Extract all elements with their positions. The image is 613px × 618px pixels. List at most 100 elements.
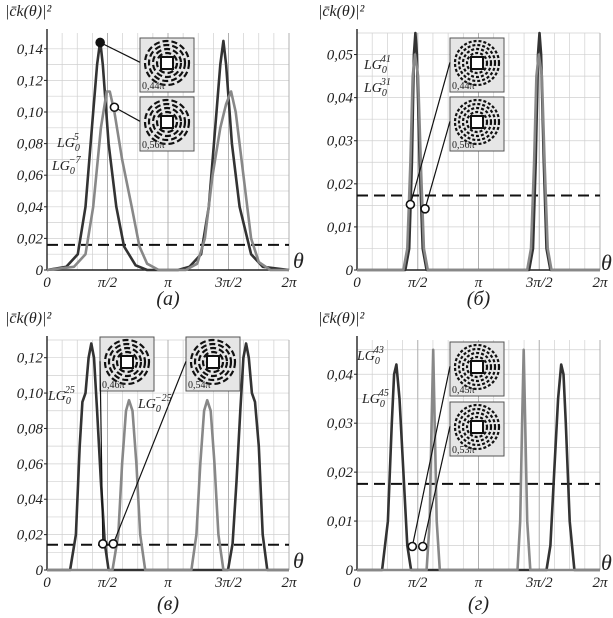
- pointer-line: [422, 426, 451, 547]
- series-line-2: [357, 348, 600, 572]
- inset-pattern-ring: [103, 338, 151, 386]
- pointer-line: [409, 62, 451, 205]
- x-tick-label: π: [164, 275, 172, 291]
- y-tick-label: 0,01: [327, 220, 353, 236]
- x-axis-label: θ: [293, 248, 304, 273]
- pointer-line: [114, 106, 141, 122]
- inset-pattern-core: [470, 360, 484, 374]
- inset-caption: 0,46π: [102, 380, 125, 391]
- y-tick-label: 0,03: [327, 134, 353, 150]
- pointer-line: [99, 41, 141, 63]
- x-tick-label: π: [475, 575, 483, 591]
- y-tick-label: 0,05: [327, 48, 354, 64]
- marker-circle: [108, 539, 119, 549]
- x-tick-label: π/2: [408, 275, 428, 291]
- inset-pattern-ring: [465, 110, 489, 134]
- inset-image-1: 0,46π: [99, 336, 155, 392]
- chart-panel-2: 0 0,01 0,02 0,03 0,04 0,05 0 π/2 π 3π/2 2π 0,44π 0,5…: [318, 3, 612, 310]
- panel-label: (б): [467, 288, 491, 310]
- x-tick-label: 0: [43, 275, 51, 291]
- inset-pattern-ring: [461, 47, 493, 79]
- inset-pattern-core: [160, 56, 174, 70]
- x-tick-label: 3π/2: [525, 275, 553, 291]
- inset-caption: 0,44π: [142, 81, 165, 92]
- inset-pattern-ring: [457, 43, 497, 83]
- y-tick-label: 0,12: [17, 73, 44, 89]
- inset-caption: 0,53π: [452, 445, 475, 456]
- inset-image-2: 0,53π: [449, 401, 505, 457]
- inset-pattern-core: [120, 355, 134, 369]
- x-tick-label: 2π: [281, 575, 297, 591]
- x-axis-label: θ: [601, 550, 612, 575]
- series-annotation: LG043: [356, 345, 384, 367]
- inset-pattern-ring: [465, 415, 489, 439]
- y-tick-label: 0,12: [17, 351, 44, 367]
- inset-pattern-ring: [143, 39, 191, 87]
- y-tick-label: 0,02: [17, 231, 44, 247]
- x-tick-label: 2π: [281, 275, 297, 291]
- inset-pattern-core: [470, 56, 484, 70]
- x-tick-label: 3π/2: [214, 275, 242, 291]
- y-tick-label: 0,04: [327, 367, 354, 383]
- inset-pattern-ring: [115, 350, 139, 374]
- series-annotation: LG031: [363, 77, 391, 99]
- x-axis-label: θ: [293, 548, 304, 573]
- inset-image-1: 0,44π: [449, 37, 505, 93]
- series-annotation: LG0−7: [51, 155, 82, 177]
- inset-caption: 0,56π: [142, 140, 165, 151]
- x-tick-label: 3π/2: [525, 575, 553, 591]
- inset-pattern-ring: [453, 343, 501, 391]
- inset-image-1: 0,44π: [139, 37, 195, 93]
- y-axis-label: |c̄k(θ)|²: [318, 3, 366, 20]
- marker-circle: [109, 102, 120, 113]
- inset-pattern-ring: [461, 411, 493, 443]
- y-tick-label: 0,10: [17, 386, 44, 402]
- inset-pattern-ring: [155, 110, 179, 134]
- panel-label: (а): [156, 288, 180, 310]
- x-tick-label: π/2: [408, 575, 428, 591]
- y-tick-label: 0,06: [17, 168, 44, 184]
- inset-image-1: 0,45π: [449, 341, 505, 397]
- x-tick-label: 0: [353, 575, 361, 591]
- chart-panel-3: 0 0,02 0,04 0,06 0,08 0,10 0,12 0 π/2 π 3π/2 2π 0,46…: [5, 310, 304, 615]
- y-axis-label: |c̄k(θ)|²: [5, 3, 53, 20]
- series-annotation: LG0−25: [137, 393, 172, 415]
- y-tick-label: 0: [346, 263, 354, 279]
- y-tick-label: 0: [346, 563, 354, 579]
- panel-label: (г): [468, 593, 489, 615]
- x-tick-label: 0: [43, 575, 51, 591]
- y-tick-label: 0,02: [327, 177, 354, 193]
- x-axis-label: θ: [601, 250, 612, 275]
- marker-circle: [95, 37, 105, 48]
- inset-caption: 0,56π: [452, 140, 475, 151]
- inset-pattern-ring: [201, 350, 225, 374]
- y-tick-label: 0,03: [327, 416, 353, 432]
- x-tick-label: π/2: [98, 275, 118, 291]
- inset-pattern-ring: [461, 106, 493, 138]
- chart-panel-1: 0 0,02 0,04 0,06 0,08 0,10 0,12 0,14 0 π/2 π 3π/2 2π…: [5, 3, 304, 310]
- x-tick-label: π/2: [98, 575, 118, 591]
- inset-pattern-ring: [147, 43, 187, 83]
- inset-pattern-core: [160, 115, 174, 129]
- x-tick-label: 3π/2: [214, 575, 242, 591]
- y-tick-label: 0,01: [327, 514, 353, 530]
- series-line-2: [357, 53, 600, 272]
- inset-pattern-ring: [457, 102, 497, 142]
- x-tick-label: π: [475, 275, 483, 291]
- marker-circle: [405, 199, 416, 210]
- y-tick-label: 0: [36, 563, 44, 579]
- inset-image-2: 0,56π: [139, 96, 195, 152]
- inset-pattern-ring: [189, 338, 237, 386]
- pointer-line: [411, 366, 451, 547]
- inset-pattern-ring: [111, 346, 143, 378]
- inset-pattern-ring: [457, 407, 497, 447]
- inset-pattern-core: [206, 355, 220, 369]
- y-tick-label: 0,10: [17, 105, 44, 121]
- inset-pattern-ring: [453, 98, 501, 146]
- inset-pattern-ring: [107, 342, 147, 382]
- series-annotation: LG05: [56, 132, 80, 154]
- panel-label: (в): [157, 593, 179, 615]
- y-tick-label: 0,04: [327, 91, 354, 107]
- pointer-line: [99, 361, 104, 544]
